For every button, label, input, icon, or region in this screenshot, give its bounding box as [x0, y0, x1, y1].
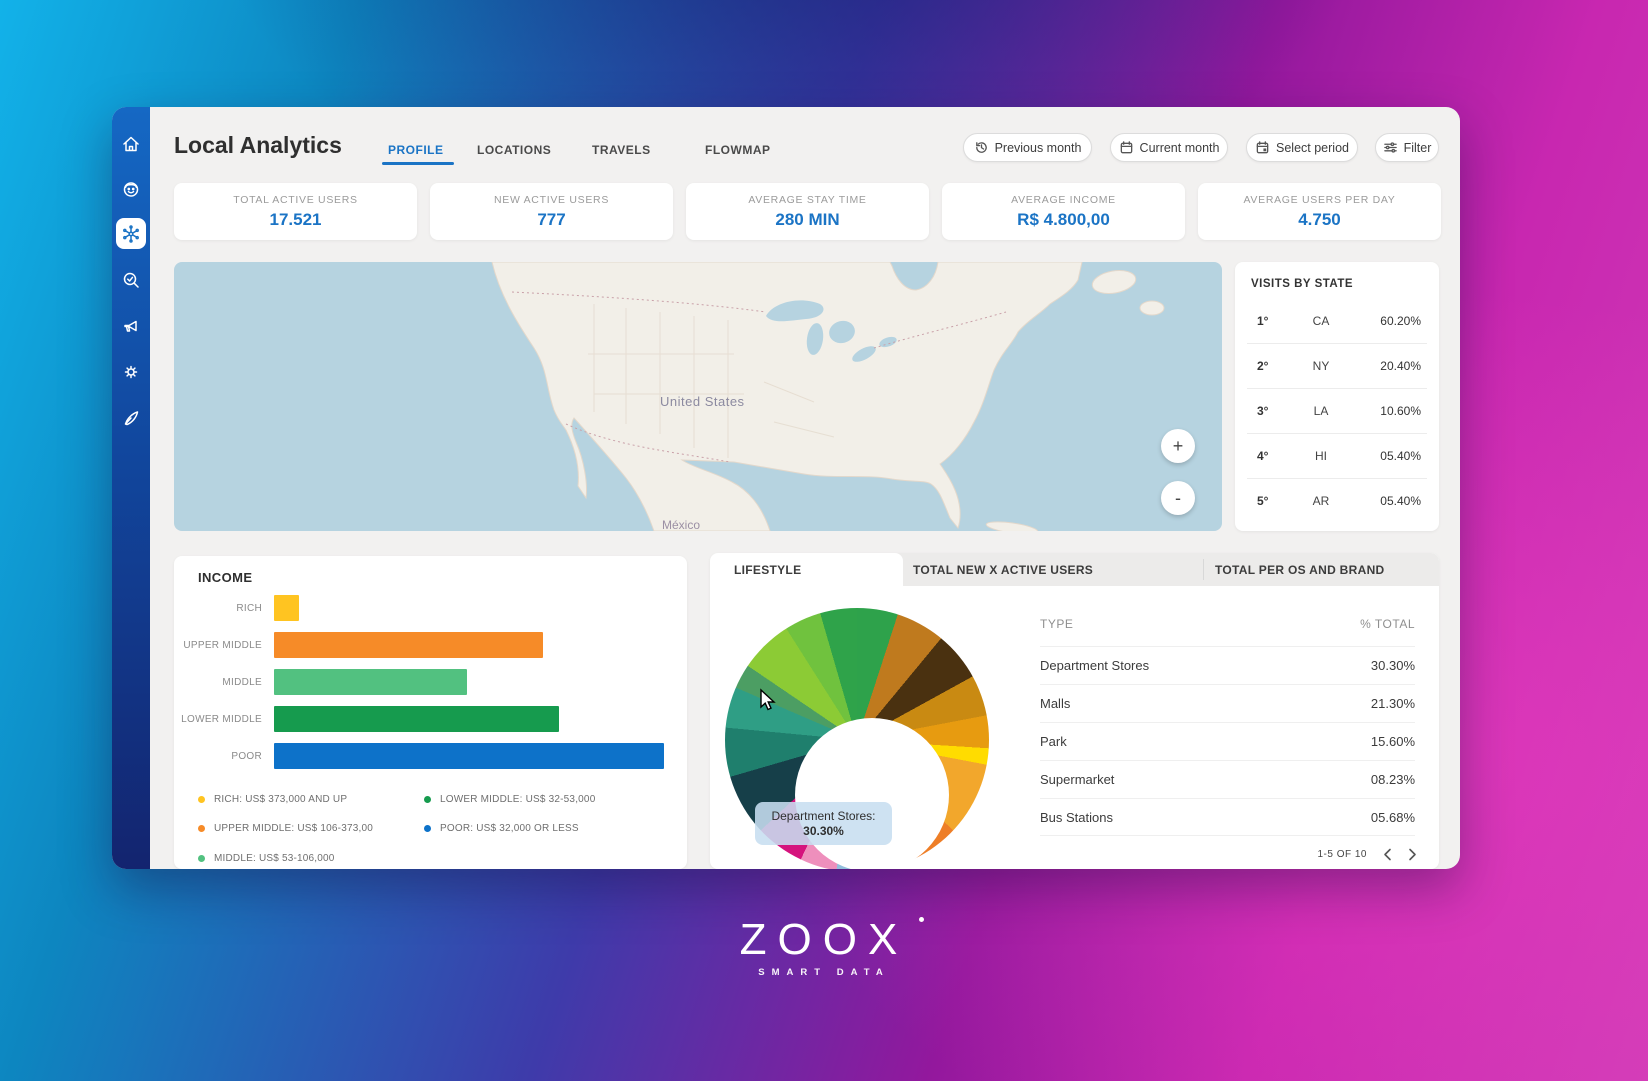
donut-hole	[795, 718, 949, 869]
table-row: Supermarket 08.23%	[1040, 760, 1415, 798]
income-bar-upper-middle	[274, 632, 544, 658]
income-bar-rich	[274, 595, 300, 621]
legend-item-poor: POOR: US$ 32,000 OR LESS	[424, 823, 579, 834]
visits-row: 2° NY 20.40%	[1257, 358, 1421, 373]
sidebar-item-audience[interactable]	[112, 173, 150, 204]
legend-dot	[198, 825, 205, 832]
legend-item-rich: RICH: US$ 373,000 AND UP	[198, 794, 347, 805]
usa-map[interactable]: United States México	[174, 262, 1222, 531]
income-card: INCOME RICH UPPER MIDDLE MIDDLE LOWER MI…	[174, 556, 687, 869]
sidebar-item-local-analytics[interactable]	[112, 218, 150, 249]
home-icon	[123, 136, 139, 151]
legend-item-middle: MIDDLE: US$ 53-106,000	[198, 853, 335, 864]
calendar-icon	[1120, 141, 1132, 154]
income-bar-row: RICH	[174, 595, 300, 621]
search-check-icon	[123, 272, 139, 288]
tab-divider	[1203, 559, 1204, 580]
column-header-type: TYPE	[1040, 617, 1074, 631]
history-icon	[975, 142, 987, 153]
donut-tooltip: Department Stores: 30.30%	[755, 802, 892, 845]
tab-total-new-x-active-users[interactable]: TOTAL NEW X ACTIVE USERS	[913, 562, 1094, 577]
income-bar-middle	[274, 669, 468, 695]
legend-item-upper-middle: UPPER MIDDLE: US$ 106-373,00	[198, 823, 373, 834]
income-bar-row: LOWER MIDDLE	[174, 706, 559, 732]
income-title: INCOME	[198, 570, 253, 585]
table-row: Malls 21.30%	[1040, 684, 1415, 722]
income-bar-row: UPPER MIDDLE	[174, 632, 544, 658]
tab-flowmap[interactable]: FLOWMAP	[705, 143, 771, 157]
zoox-wordmark: ZOOX	[740, 915, 925, 965]
chevron-right-icon[interactable]	[1408, 848, 1417, 861]
rocket-icon	[124, 410, 139, 425]
map-zoom-out-button[interactable]: -	[1161, 481, 1195, 515]
select-period-button[interactable]: Select period	[1246, 133, 1358, 162]
tab-total-per-os-and-brand[interactable]: TOTAL PER OS AND BRAND	[1215, 562, 1385, 577]
table-row: Bus Stations 05.68%	[1040, 798, 1415, 836]
visits-row: 5° AR 05.40%	[1257, 493, 1421, 508]
visits-row: 4° HI 05.40%	[1257, 448, 1421, 463]
tab-lifestyle[interactable]: LIFESTYLE	[710, 553, 903, 586]
sidebar-item-launch[interactable]	[112, 402, 150, 433]
stat-card-average-users-per-day: AVERAGE USERS PER DAY 4.750	[1198, 183, 1441, 240]
visits-row: 3° LA 10.60%	[1257, 403, 1421, 418]
legend-dot	[198, 796, 205, 803]
legend-dot	[198, 855, 205, 862]
income-bar-row: POOR	[174, 743, 664, 769]
legend-item-lower-middle: LOWER MIDDLE: US$ 32-53,000	[424, 794, 595, 805]
visits-by-state-card: VISITS BY STATE 1° CA 60.20% 2° NY 20.40% 3°…	[1235, 262, 1439, 531]
gear-icon	[124, 365, 138, 378]
stat-card-average-income: AVERAGE INCOME R$ 4.800,00	[942, 183, 1185, 240]
logo-dot	[919, 917, 925, 922]
stat-card-new-active-users: NEW ACTIVE USERS 777	[430, 183, 673, 240]
calendar-select-icon	[1256, 141, 1269, 154]
previous-month-button[interactable]: Previous month	[963, 133, 1092, 162]
stat-card-total-active-users: TOTAL ACTIVE USERS 17.521	[174, 183, 417, 240]
user-face-icon	[123, 181, 139, 197]
map-land	[491, 262, 1083, 531]
lifestyle-card: LIFESTYLE TOTAL NEW X ACTIVE USERS TOTAL…	[710, 553, 1439, 869]
chevron-left-icon[interactable]	[1383, 848, 1392, 861]
column-header-pct-total: % TOTAL	[1360, 617, 1415, 631]
legend-dot	[424, 796, 431, 803]
tab-travels[interactable]: TRAVELS	[592, 143, 651, 157]
income-bar-row: MIDDLE	[174, 669, 468, 695]
sidebar-item-insights[interactable]	[112, 264, 150, 295]
map-label-united-states: United States	[660, 394, 745, 409]
sidebar-item-settings[interactable]	[112, 356, 150, 387]
zoox-tagline: SMART DATA	[758, 967, 890, 978]
current-month-button[interactable]: Current month	[1110, 133, 1228, 162]
app-window: Local Analytics PROFILE LOCATIONS TRAVEL…	[112, 107, 1460, 869]
income-bar-lower-middle	[274, 706, 559, 732]
lifestyle-tab-bar: LIFESTYLE TOTAL NEW X ACTIVE USERS TOTAL…	[710, 553, 1439, 586]
visits-title: VISITS BY STATE	[1251, 278, 1354, 290]
table-pagination: 1-5 OF 10	[1317, 848, 1417, 861]
sidebar-item-home[interactable]	[112, 128, 150, 159]
table-row: Park 15.60%	[1040, 722, 1415, 760]
network-icon	[123, 224, 139, 243]
tab-profile[interactable]: PROFILE	[388, 143, 444, 157]
map-zoom-in-button[interactable]: +	[1161, 429, 1195, 463]
table-row: Department Stores 30.30%	[1040, 646, 1415, 684]
sidebar-active-indicator	[116, 218, 146, 249]
stat-card-average-stay-time: AVERAGE STAY TIME 280 MIN	[686, 183, 929, 240]
pagination-label: 1-5 OF 10	[1317, 849, 1367, 860]
tab-locations[interactable]: LOCATIONS	[477, 143, 552, 157]
map-label-mexico: México	[662, 518, 700, 531]
zoox-logo: ZOOX SMART DATA	[0, 915, 1648, 978]
page-title: Local Analytics	[174, 132, 342, 158]
tab-profile-underline	[382, 162, 454, 165]
filter-button[interactable]: Filter	[1375, 133, 1439, 162]
legend-dot	[424, 825, 431, 832]
sidebar	[112, 107, 150, 869]
sidebar-item-campaigns[interactable]	[112, 310, 150, 341]
income-bar-poor	[274, 743, 664, 769]
visits-row: 1° CA 60.20%	[1257, 313, 1421, 328]
filter-sliders-icon	[1383, 142, 1397, 153]
megaphone-icon	[124, 320, 137, 332]
